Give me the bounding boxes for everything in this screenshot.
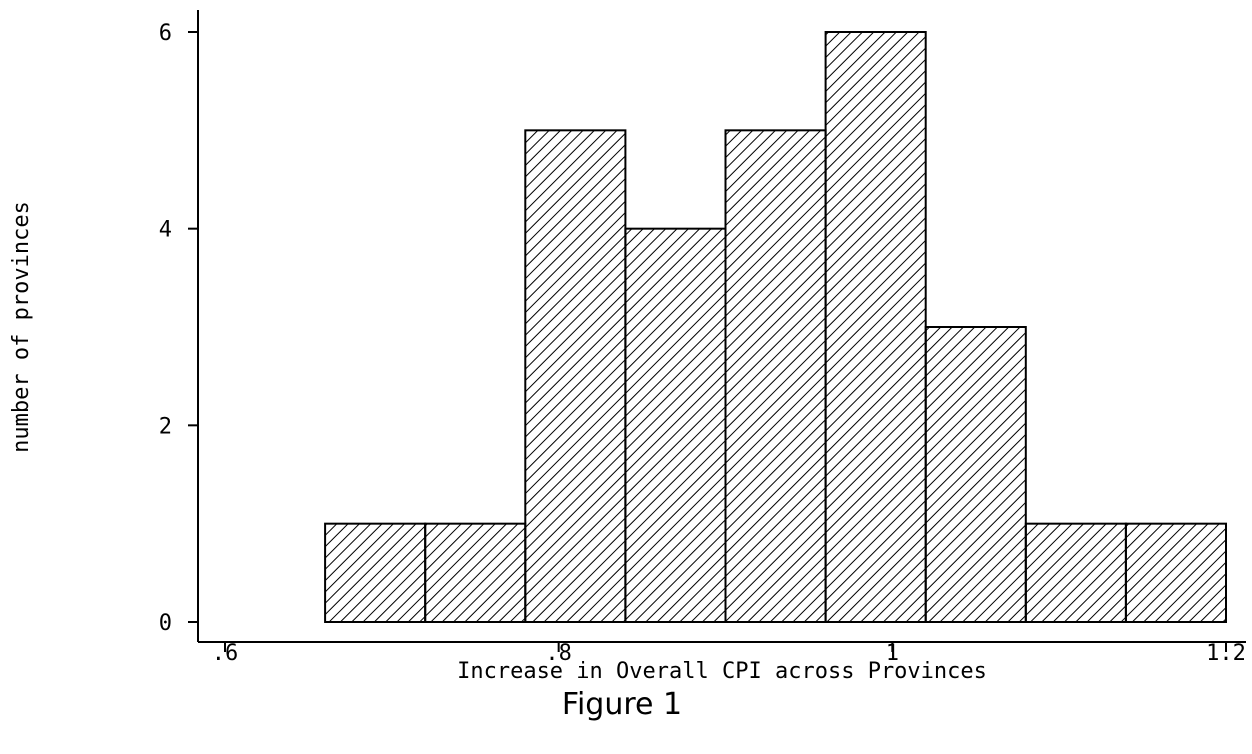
x-tick-label: .6 (212, 641, 239, 666)
histogram-bar (724, 129, 827, 623)
x-tick-label: 1.2 (1206, 641, 1246, 666)
histogram-bar (824, 31, 927, 623)
y-tick-label: 2 (159, 414, 172, 439)
axes (188, 10, 1246, 652)
histogram-bar (524, 129, 627, 623)
histogram-bar (924, 326, 1027, 623)
y-tick-label: 6 (159, 21, 172, 46)
histogram-bar (1124, 522, 1228, 624)
tick-labels: .6 .8 1 1.2 0 2 4 6 (159, 21, 1246, 666)
y-axis-label: number of provinces (9, 201, 34, 453)
x-tick-label: 1 (886, 641, 899, 666)
figure-caption: Figure 1 (562, 687, 682, 722)
y-tick-label: 0 (159, 611, 172, 636)
histogram-bar (424, 522, 527, 624)
x-tick-label: .8 (545, 641, 572, 666)
histogram-bar (324, 522, 427, 624)
x-axis-label: Increase in Overall CPI across Provinces (457, 659, 987, 684)
histogram-bar (1024, 522, 1127, 624)
histogram-bars (324, 31, 1228, 624)
y-tick-label: 4 (159, 218, 172, 243)
histogram-bar (624, 227, 727, 624)
